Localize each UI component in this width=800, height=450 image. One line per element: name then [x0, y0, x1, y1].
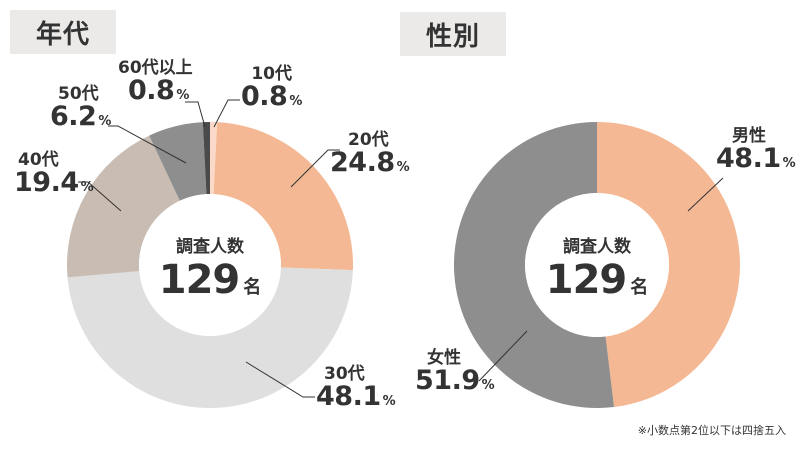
rounding-footnote: ※小数点第2位以下は四捨五入	[637, 424, 786, 437]
gender-center-label: 調査人数 129 名	[545, 237, 649, 303]
slice-30代	[67, 267, 353, 408]
gender-chart-title: 性別	[400, 12, 506, 56]
leader-40s	[78, 181, 122, 212]
leader-male	[687, 177, 724, 212]
label-female: 女性 51.9%	[415, 348, 495, 396]
label-60s-plus: 60代以上 0.8%	[118, 58, 193, 106]
leader-60s	[185, 101, 206, 128]
slice-50代	[149, 122, 207, 201]
age-center-label: 調査人数 129 名	[158, 237, 262, 303]
slice-40代	[67, 135, 180, 278]
leader-lines	[78, 99, 724, 398]
label-male: 男性 48.1%	[716, 126, 796, 174]
leader-10s	[213, 99, 240, 128]
donut-hole	[525, 193, 669, 337]
label-10s: 10代 0.8%	[241, 64, 303, 112]
label-20s: 20代 24.8%	[330, 130, 410, 178]
label-50s: 50代 6.2%	[50, 84, 112, 132]
gender-donut-chart	[453, 122, 740, 409]
age-donut-chart	[67, 122, 353, 408]
slice-60代以上	[202, 122, 210, 195]
leader-female	[478, 330, 528, 382]
slice-女性	[453, 122, 615, 409]
donut-hole	[139, 194, 281, 336]
leader-50s	[108, 125, 187, 164]
leader-30s	[245, 361, 315, 398]
slice-男性	[597, 122, 740, 407]
leader-20s	[290, 149, 340, 188]
label-30s: 30代 48.1%	[316, 364, 396, 412]
slice-10代	[210, 122, 218, 195]
slice-20代	[213, 122, 353, 271]
age-chart-title: 年代	[10, 10, 116, 54]
label-40s: 40代 19.4%	[14, 150, 94, 198]
